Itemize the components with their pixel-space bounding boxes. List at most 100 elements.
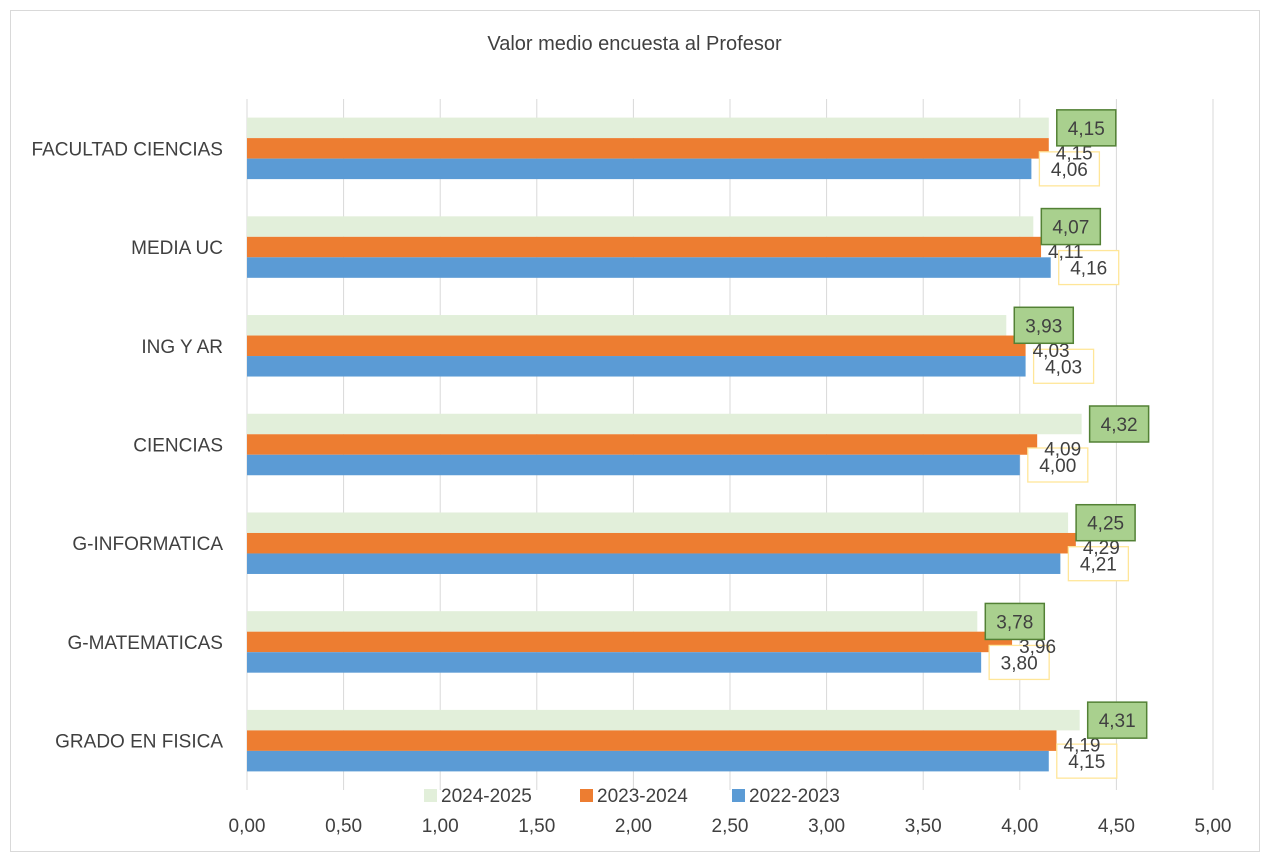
data-label-text: 4,15: [1068, 119, 1105, 140]
data-label: 4,09: [1044, 440, 1081, 461]
x-tick-label: 0,50: [325, 816, 362, 837]
bar: [247, 611, 978, 632]
data-label-text: 4,11: [1048, 242, 1084, 263]
bar: [247, 257, 1051, 278]
data-label-box: [1075, 503, 1136, 542]
bar: [247, 730, 1057, 751]
x-tick-label: 1,50: [518, 816, 555, 837]
data-label-box: [988, 644, 1050, 681]
data-label-text: 4,16: [1070, 259, 1107, 280]
bar: [247, 117, 1049, 139]
x-tick-label: 4,00: [1001, 816, 1038, 837]
data-label-text: 4,09: [1044, 440, 1081, 461]
data-label-text: 4,29: [1083, 538, 1120, 559]
data-label-box: [1088, 405, 1150, 443]
legend-swatch: [732, 789, 745, 802]
x-tick-label: 3,00: [808, 816, 845, 837]
bar: [247, 158, 1032, 180]
data-label: 4,15: [1056, 109, 1117, 147]
bar: [247, 750, 1049, 772]
legend-swatch: [580, 789, 593, 802]
category-label: GRADO EN FISICA: [55, 732, 223, 753]
chart-title: Valor medio encuesta al Profesor: [487, 33, 782, 55]
data-label: 4,31: [1086, 701, 1148, 739]
bar: [247, 356, 1026, 377]
data-label-text: 3,80: [1001, 653, 1038, 674]
data-label-text: 4,25: [1087, 514, 1124, 535]
category-label: MEDIA UC: [131, 238, 223, 259]
bar: [247, 315, 1007, 336]
data-label-box: [1067, 546, 1130, 582]
x-tick-label: 1,00: [422, 816, 459, 837]
data-label-text: 4,21: [1080, 555, 1117, 576]
data-label-text: 4,19: [1064, 736, 1101, 757]
legend-label: 2024-2025: [441, 786, 532, 807]
data-label-box: [1058, 249, 1120, 286]
data-label-box: [1027, 447, 1089, 483]
data-label-text: 4,15: [1068, 752, 1105, 773]
data-label: 4,00: [1027, 447, 1089, 483]
data-label-text: 3,78: [996, 612, 1033, 633]
bar: [247, 454, 1020, 476]
data-label-text: 4,15: [1056, 143, 1093, 164]
bar: [247, 216, 1034, 237]
data-label: 4,16: [1058, 249, 1120, 286]
data-label: 4,32: [1088, 405, 1150, 443]
data-label: 3,96: [1019, 637, 1056, 658]
data-label-box: [1038, 151, 1101, 187]
bar: [247, 532, 1076, 554]
data-label: 4,29: [1083, 538, 1120, 559]
legend-swatch: [424, 789, 437, 802]
data-label-text: 4,06: [1051, 160, 1088, 181]
bar: [247, 236, 1042, 258]
bar: [247, 553, 1061, 574]
data-label-box: [1086, 701, 1148, 739]
data-label-text: 3,96: [1019, 637, 1056, 658]
category-label: ING Y AR: [141, 337, 223, 358]
data-label: 4,11: [1048, 242, 1084, 263]
category-label: CIENCIAS: [133, 436, 223, 457]
data-label: 4,07: [1040, 207, 1102, 246]
legend-item: 2022-2023: [732, 786, 840, 807]
data-label: 4,06: [1038, 151, 1101, 187]
data-label-box: [1056, 109, 1117, 147]
data-label-text: 4,00: [1039, 456, 1076, 477]
data-label-box: [1032, 348, 1095, 384]
data-label: 4,15: [1056, 143, 1093, 164]
x-tick-label: 4,50: [1098, 816, 1135, 837]
data-label-text: 4,03: [1033, 341, 1070, 362]
x-tick-label: 5,00: [1195, 816, 1232, 837]
bar: [247, 413, 1082, 435]
x-tick-label: 3,50: [905, 816, 942, 837]
x-tick-label: 0,00: [229, 816, 266, 837]
bar: [247, 652, 982, 673]
data-label-text: 4,07: [1052, 218, 1089, 239]
legend-label: 2022-2023: [749, 786, 840, 807]
bar: [247, 512, 1069, 533]
data-label-box: [1040, 207, 1102, 246]
bar: [247, 335, 1026, 357]
x-tick-label: 2,00: [615, 816, 652, 837]
legend-item: 2023-2024: [580, 786, 688, 807]
legend-item: 2024-2025: [424, 786, 532, 807]
data-label-box: [1056, 743, 1118, 779]
data-label: 3,93: [1013, 306, 1075, 345]
category-label: G-INFORMATICA: [72, 534, 223, 555]
bar: [247, 631, 1013, 653]
data-label-text: 4,03: [1045, 357, 1082, 378]
data-label-text: 4,32: [1101, 415, 1138, 436]
category-label: FACULTAD CIENCIAS: [32, 139, 223, 160]
category-label: G-MATEMATICAS: [67, 633, 223, 654]
data-label-text: 3,93: [1025, 316, 1062, 337]
legend-label: 2023-2024: [597, 786, 688, 807]
x-tick-label: 2,50: [712, 816, 749, 837]
data-label-box: [984, 602, 1046, 641]
data-label: 4,03: [1033, 341, 1070, 362]
data-label: 4,15: [1056, 743, 1118, 779]
bar: [247, 709, 1080, 731]
bar: [247, 434, 1038, 455]
bar: [247, 138, 1049, 159]
data-label: 4,25: [1075, 503, 1136, 542]
data-label: 3,78: [984, 602, 1046, 641]
